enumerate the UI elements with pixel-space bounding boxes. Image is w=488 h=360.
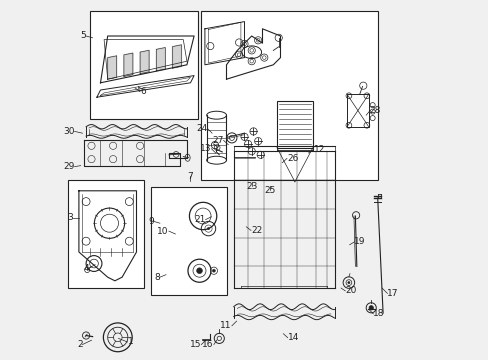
Text: 27: 27 — [212, 136, 223, 145]
Text: 2: 2 — [77, 340, 82, 349]
Text: 23: 23 — [245, 182, 257, 191]
Text: 22: 22 — [250, 226, 262, 235]
Circle shape — [196, 268, 202, 274]
Polygon shape — [156, 48, 165, 71]
Bar — [151, 187, 226, 295]
Bar — [346, 94, 368, 127]
Text: 5: 5 — [80, 31, 86, 40]
Text: 10: 10 — [157, 227, 168, 236]
Text: 9: 9 — [148, 217, 153, 226]
Text: 4: 4 — [83, 264, 89, 273]
Polygon shape — [172, 45, 181, 68]
Polygon shape — [140, 50, 149, 74]
Bar — [89, 11, 197, 119]
Text: 8: 8 — [154, 273, 160, 282]
Text: 29: 29 — [63, 162, 75, 171]
Text: 6: 6 — [140, 87, 145, 96]
Text: 14: 14 — [287, 333, 299, 342]
Circle shape — [212, 269, 215, 272]
Circle shape — [347, 282, 349, 284]
Text: 21: 21 — [194, 215, 205, 224]
Text: 3: 3 — [68, 213, 73, 222]
Text: 18: 18 — [373, 309, 384, 318]
Text: 12: 12 — [313, 145, 325, 154]
Text: 7: 7 — [187, 172, 193, 181]
Text: 24: 24 — [196, 124, 207, 133]
Text: 30: 30 — [63, 127, 75, 136]
Bar — [68, 180, 143, 288]
Polygon shape — [107, 56, 117, 79]
Text: 28: 28 — [369, 107, 380, 115]
Text: 25: 25 — [264, 186, 275, 194]
Bar — [276, 101, 312, 148]
Text: 15: 15 — [189, 340, 201, 349]
Circle shape — [207, 228, 209, 230]
Circle shape — [368, 306, 373, 310]
Text: 20: 20 — [345, 287, 356, 295]
Text: 13: 13 — [200, 144, 211, 153]
Bar — [201, 11, 377, 180]
Text: 1: 1 — [127, 338, 133, 346]
Text: 19: 19 — [354, 238, 365, 246]
Polygon shape — [123, 53, 133, 76]
Text: 17: 17 — [386, 289, 398, 298]
Text: 11: 11 — [220, 321, 231, 330]
Text: 16: 16 — [202, 340, 213, 349]
Text: 26: 26 — [286, 154, 298, 163]
